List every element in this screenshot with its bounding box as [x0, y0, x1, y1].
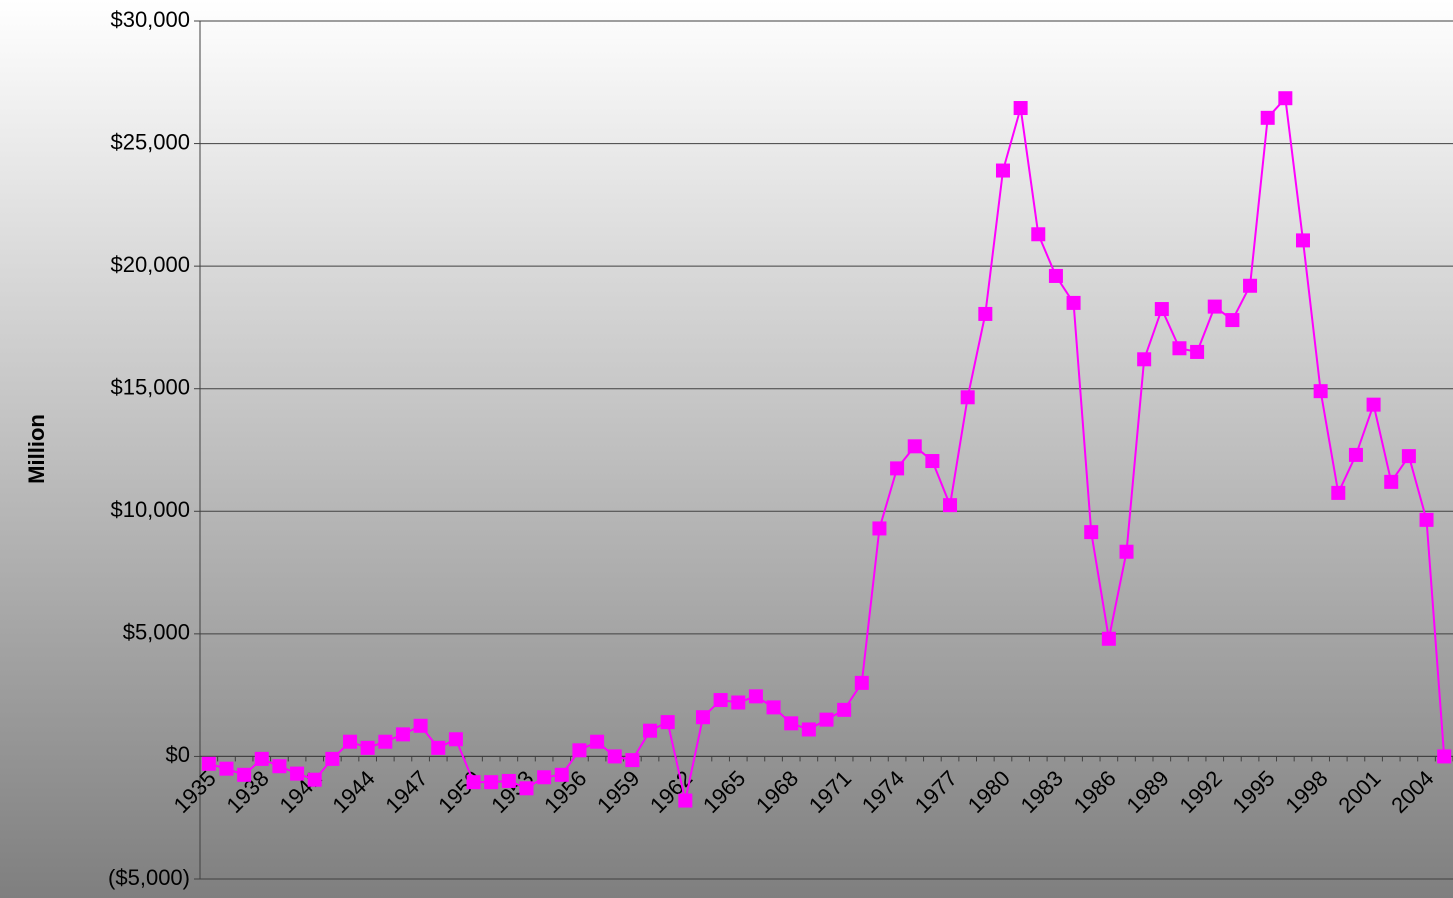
marker: [890, 461, 905, 476]
marker: [343, 734, 358, 749]
marker: [660, 715, 675, 730]
marker: [943, 498, 958, 513]
marker: [290, 766, 305, 781]
marker: [731, 695, 746, 710]
marker: [925, 454, 940, 469]
marker: [307, 772, 322, 787]
marker: [625, 753, 640, 768]
marker: [1243, 278, 1258, 293]
marker: [978, 306, 993, 321]
marker: [554, 767, 569, 782]
marker: [1172, 341, 1187, 356]
marker: [748, 689, 763, 704]
marker: [1137, 352, 1152, 367]
marker: [501, 773, 516, 788]
y-tick-label: $15,000: [110, 375, 190, 400]
y-tick-label: ($5,000): [108, 865, 190, 890]
marker: [678, 793, 693, 808]
marker: [254, 751, 269, 766]
marker: [1225, 313, 1240, 328]
marker: [1278, 91, 1293, 106]
y-tick-label: $5,000: [123, 620, 190, 645]
marker: [1384, 474, 1399, 489]
marker: [995, 163, 1010, 178]
marker: [695, 710, 710, 725]
marker: [784, 716, 799, 731]
marker: [590, 734, 605, 749]
y-tick-label: $25,000: [110, 129, 190, 154]
marker: [1348, 447, 1363, 462]
marker: [1419, 512, 1434, 527]
marker: [854, 675, 869, 690]
marker: [1295, 233, 1310, 248]
marker: [1260, 110, 1275, 125]
y-tick-label: $30,000: [110, 7, 190, 32]
marker: [237, 767, 252, 782]
marker: [1190, 344, 1205, 359]
marker: [1154, 302, 1169, 317]
marker: [766, 700, 781, 715]
marker: [272, 759, 287, 774]
marker: [1366, 397, 1381, 412]
marker: [801, 722, 816, 737]
marker: [607, 749, 622, 764]
y-tick-label: $0: [166, 742, 190, 767]
marker: [1207, 299, 1222, 314]
marker: [643, 723, 658, 738]
marker: [378, 734, 393, 749]
marker: [395, 727, 410, 742]
marker: [713, 693, 728, 708]
y-axis-label: Million: [24, 414, 49, 484]
marker: [1066, 295, 1081, 310]
marker: [960, 390, 975, 405]
marker: [1119, 544, 1134, 559]
marker: [1013, 101, 1028, 116]
marker: [325, 751, 340, 766]
marker: [431, 740, 446, 755]
marker: [1031, 227, 1046, 242]
marker: [907, 439, 922, 454]
marker: [466, 775, 481, 790]
y-tick-label: $10,000: [110, 497, 190, 522]
y-tick-label: $20,000: [110, 252, 190, 277]
marker: [448, 732, 463, 747]
marker: [1437, 749, 1452, 764]
marker: [1101, 631, 1116, 646]
marker: [872, 521, 887, 536]
marker: [201, 756, 216, 771]
marker: [1048, 268, 1063, 283]
marker: [484, 775, 499, 790]
marker: [1331, 485, 1346, 500]
marker: [413, 718, 428, 733]
marker: [1401, 449, 1416, 464]
marker: [1084, 525, 1099, 540]
marker: [819, 712, 834, 727]
marker: [219, 761, 234, 776]
marker: [572, 743, 587, 758]
marker: [1313, 384, 1328, 399]
marker: [519, 781, 534, 796]
marker: [837, 702, 852, 717]
marker: [537, 770, 552, 785]
marker: [360, 740, 375, 755]
